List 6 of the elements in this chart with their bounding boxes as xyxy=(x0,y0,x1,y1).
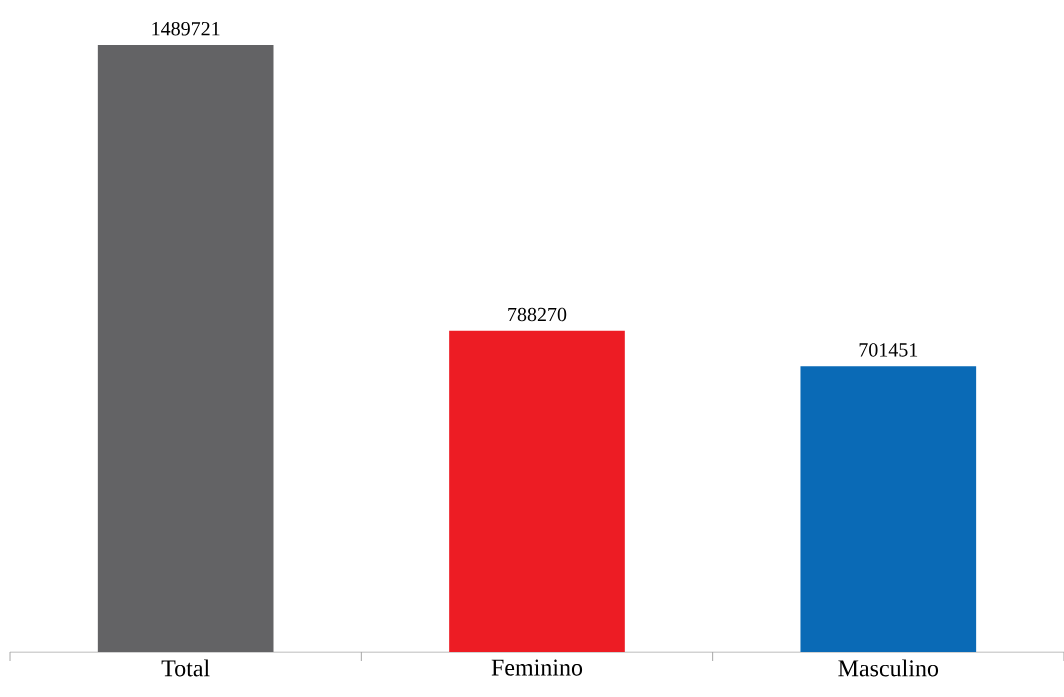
data-label: 1489721 xyxy=(152,21,220,36)
x-tick-label: Feminino xyxy=(491,659,583,676)
data-label: 701451 xyxy=(859,343,918,357)
x-tick-label: Masculino xyxy=(838,659,939,677)
data-label: 788270 xyxy=(508,307,567,322)
x-tick-label: Total xyxy=(161,659,210,677)
